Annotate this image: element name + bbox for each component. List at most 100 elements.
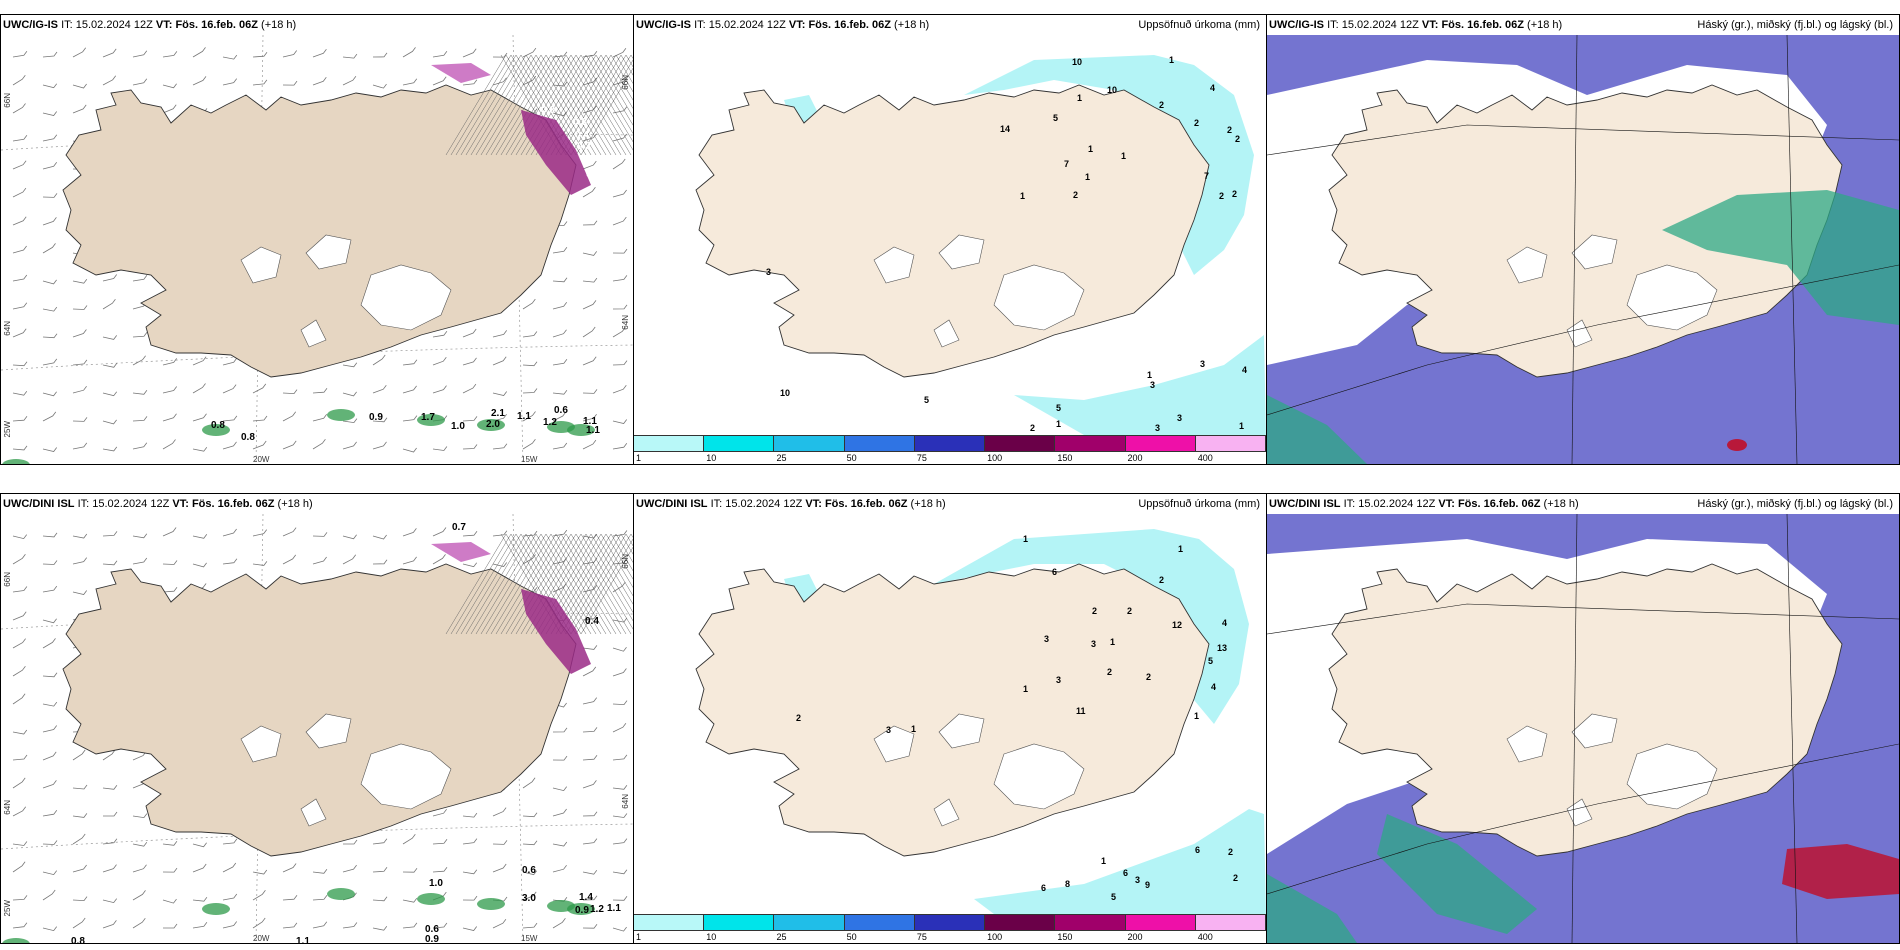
model-name: UWC/DINI ISL [3, 498, 75, 510]
hatch-line [455, 54, 517, 156]
wind-barb [282, 389, 298, 395]
wind-barb [42, 672, 58, 678]
hatch-line [450, 54, 512, 156]
wind-barb [432, 76, 447, 86]
wind-barb [582, 697, 598, 705]
glacier [1506, 725, 1548, 763]
wind-barb [12, 754, 28, 761]
wind-barb [222, 528, 237, 537]
wind-barb [42, 279, 57, 285]
wind-barb [12, 135, 28, 142]
hatch-line [460, 533, 522, 635]
colorbar-tick-label: 75 [916, 453, 927, 463]
wind-barb [612, 838, 628, 845]
mid-cloud-area [1377, 814, 1537, 934]
precip-value-label: 6 [1195, 845, 1200, 855]
glacier [305, 234, 352, 270]
colorbar-swatch [985, 435, 1056, 452]
wind-barb [612, 360, 628, 366]
hatch-line [600, 533, 633, 588]
wind-barb [102, 749, 116, 761]
precip-value-label: 12 [1172, 620, 1182, 630]
wind-barb [372, 52, 388, 58]
wind-barb [132, 355, 146, 366]
colorbar-swatch [1055, 914, 1126, 931]
wind-barb [462, 444, 478, 450]
snow-hatch [445, 54, 633, 156]
wind-barb [192, 922, 208, 929]
wind-barb [162, 51, 178, 58]
wind-barb [72, 917, 86, 929]
wind-barb [42, 840, 58, 845]
hatch-line [455, 533, 517, 635]
axis-label-64n-right: 64N [621, 315, 630, 330]
wind-barb [102, 298, 116, 310]
wind-barb [402, 447, 417, 453]
wind-barb [132, 917, 146, 929]
wind-barb [12, 390, 28, 396]
precip-value-label: 2 [1235, 134, 1240, 144]
wind-barb [312, 895, 328, 901]
glacier [933, 798, 960, 827]
wind-value-label: 1.2 [543, 417, 557, 428]
wind-barb [462, 48, 477, 58]
precip-patch [431, 542, 491, 562]
precip-panel-igis: UWC/IG-IS IT: 15.02.2024 12Z VT: Fös. 16… [633, 14, 1267, 465]
precip-value-label: 1 [911, 724, 916, 734]
wind-barb [222, 54, 238, 60]
wind-barb [312, 387, 328, 394]
wind-barb [132, 275, 148, 282]
wind-barb [552, 786, 568, 792]
colorbar-swatch [1195, 435, 1266, 452]
graticule [1267, 514, 1899, 943]
glacier [300, 798, 327, 827]
precip-value-label: 1 [1101, 856, 1106, 866]
wind-barb [252, 890, 266, 901]
colorbar-swatch [1125, 914, 1196, 931]
axis-label-66n-right: 66N [621, 75, 630, 90]
wind-barb [72, 833, 86, 845]
wind-barb [162, 439, 176, 450]
wind-barb [222, 358, 238, 366]
hatch-line [490, 533, 552, 635]
glacier [360, 743, 452, 810]
wind-barb [582, 869, 598, 875]
wind-barb [522, 388, 538, 394]
colorbar-tick-label: 10 [706, 932, 717, 942]
wind-barb [12, 445, 28, 451]
wind-barb [552, 841, 568, 847]
wind-barb [402, 359, 418, 366]
hatch-line [505, 533, 567, 635]
wind-barb [612, 813, 628, 818]
wind-barb [12, 51, 28, 58]
precip-value-label: 3 [1177, 413, 1182, 423]
wind-barb [42, 638, 56, 649]
precip-value-label: 3 [1155, 423, 1160, 433]
colorbar-tick-label: 1 [636, 453, 642, 463]
hatch-line [490, 54, 552, 156]
wind-barb [162, 413, 177, 422]
precip-value-label: 3 [886, 725, 891, 735]
wind-barb [72, 896, 88, 902]
wind-barb [552, 247, 568, 254]
wind-barb [12, 693, 26, 705]
wind-barb [72, 442, 88, 450]
wind-barb [42, 809, 58, 817]
wind-barb [72, 47, 87, 58]
precip-value-label: 4 [1210, 83, 1215, 93]
wind-barb [492, 530, 508, 537]
wind-barb [132, 390, 148, 395]
wind-barb [432, 385, 447, 394]
precip-value-label: 6 [1041, 883, 1046, 893]
wind-barb [72, 385, 87, 394]
wind-barb [72, 278, 88, 284]
precip-value-label: 10 [1072, 57, 1082, 67]
wind-barb [192, 356, 207, 366]
iceland-land [1328, 84, 1843, 378]
wind-barb [132, 813, 148, 819]
hatch-line [485, 54, 547, 156]
wind-barb [462, 926, 478, 931]
wind-barb [552, 864, 567, 873]
glacier [305, 713, 352, 749]
wind-value-label: 1.1 [296, 936, 310, 943]
